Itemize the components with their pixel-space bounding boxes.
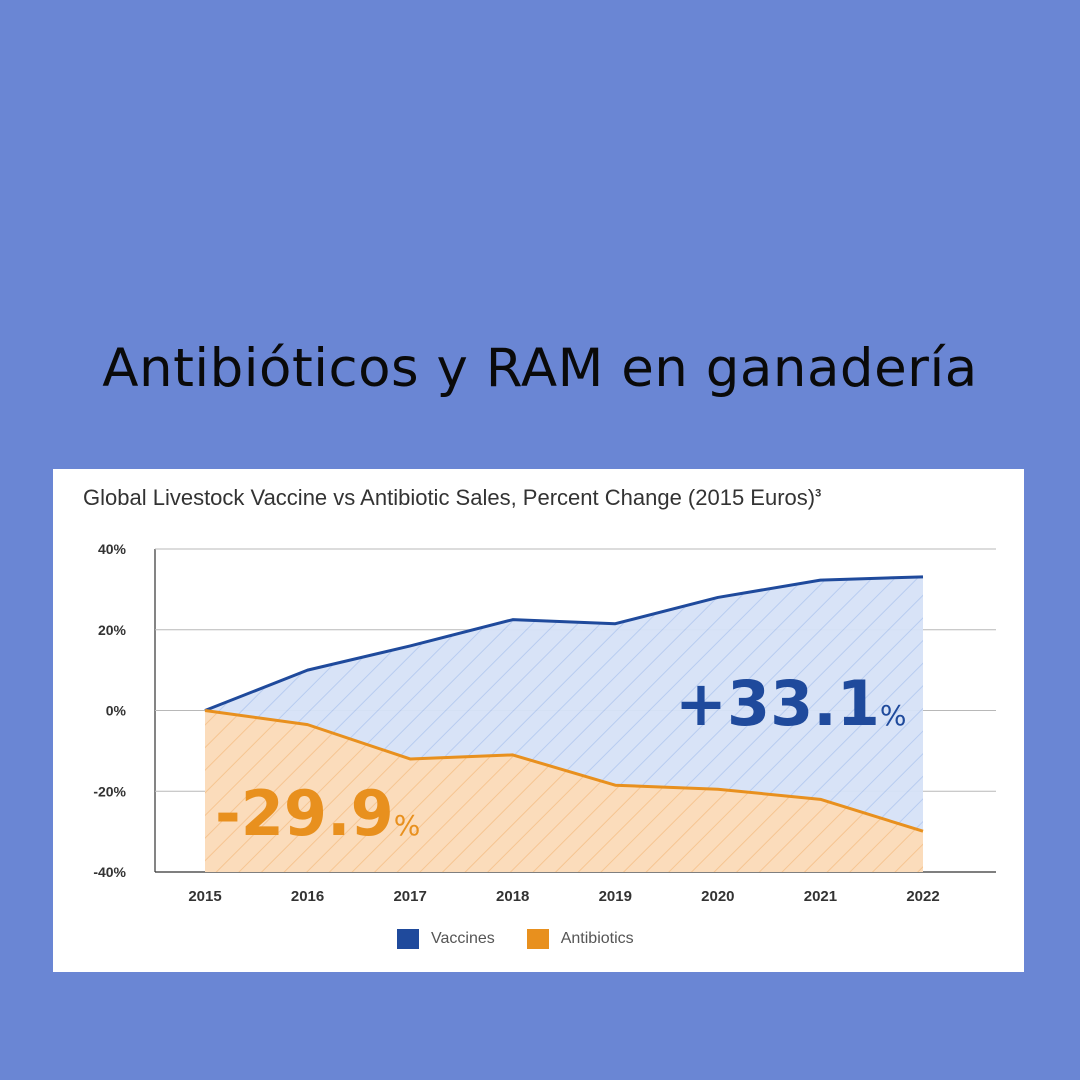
legend-label-vaccines: Vaccines (431, 930, 495, 947)
y-tick-label: 40% (98, 541, 127, 557)
legend-item-antibiotics: Antibiotics (526, 929, 634, 949)
annotation-vaccines: +33.1% (675, 667, 907, 740)
annotation-vaccines-unit: % (880, 699, 907, 732)
annotation-antibiotics-unit: % (394, 809, 421, 842)
legend-swatch-antibiotics (526, 929, 549, 949)
page-heading: Antibióticos y RAM en ganadería (102, 338, 978, 399)
chart-title-footnote: 3 (815, 487, 822, 500)
x-tick-label: 2017 (393, 888, 426, 905)
chart-legend: Vaccines Antibiotics (397, 929, 666, 949)
legend-swatch-vaccines (397, 929, 419, 949)
x-tick-label: 2019 (599, 888, 632, 905)
area-vaccines (205, 576, 923, 832)
x-tick-label: 2015 (188, 888, 221, 905)
annotation-vaccines-value: +33.1 (675, 667, 880, 740)
y-tick-label: -20% (93, 783, 126, 799)
x-tick-label: 2021 (804, 888, 837, 905)
line-vaccines (204, 575, 924, 712)
y-tick-label: 20% (98, 622, 127, 638)
x-tick-label: 2016 (291, 888, 324, 905)
y-tick-label: -40% (93, 864, 126, 880)
chart-title-text: Global Livestock Vaccine vs Antibiotic S… (83, 485, 816, 510)
chart-title: Global Livestock Vaccine vs Antibiotic S… (83, 485, 821, 511)
chart-card: Global Livestock Vaccine vs Antibiotic S… (53, 469, 1024, 972)
area-chart: 40% 20% 0% -20% -40% 2015 2016 2017 2018 2019 2020… (93, 541, 996, 905)
y-tick-label: 0% (106, 703, 127, 719)
legend-item-vaccines: Vaccines (397, 929, 495, 949)
annotation-antibiotics: -29.9% (215, 777, 420, 850)
annotation-antibiotics-value: -29.9 (215, 777, 394, 850)
x-tick-label: 2018 (496, 888, 529, 905)
x-tick-label: 2022 (906, 888, 939, 905)
legend-label-antibiotics: Antibiotics (560, 930, 634, 947)
x-tick-label: 2020 (701, 888, 734, 905)
line-antibiotics (204, 709, 924, 833)
